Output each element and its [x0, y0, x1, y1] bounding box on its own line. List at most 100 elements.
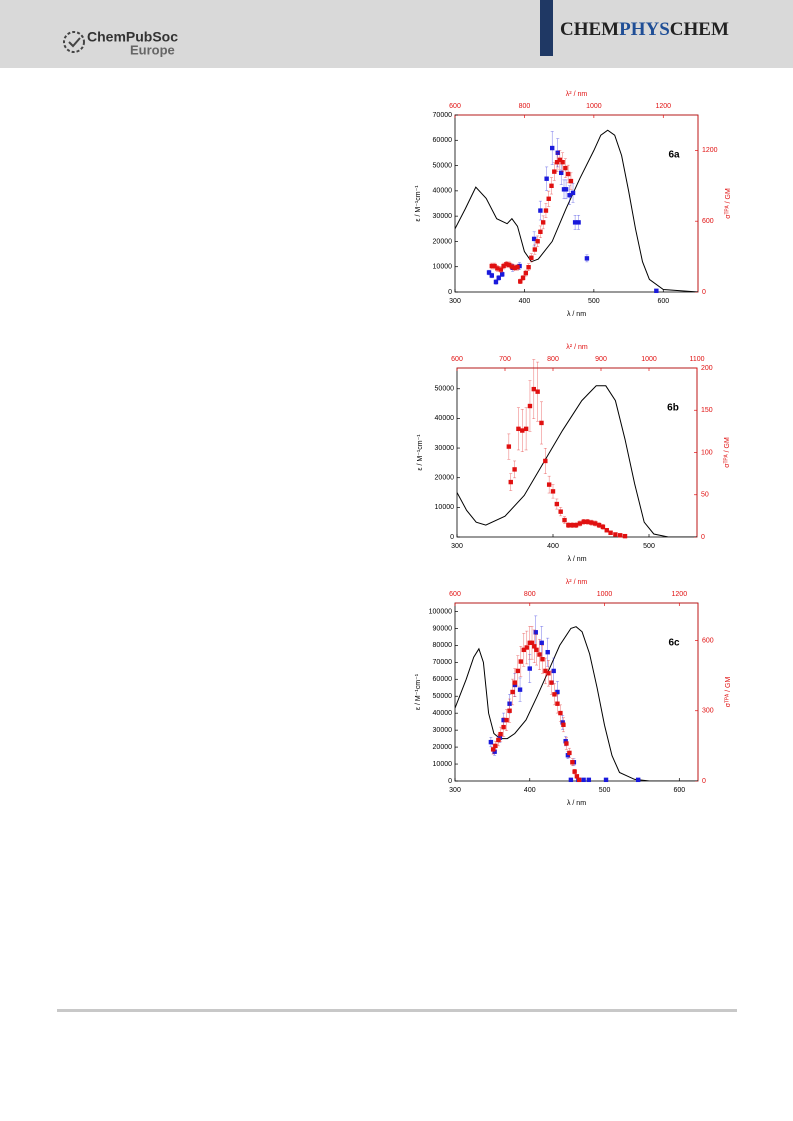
x2-tick-label: 1200 — [655, 103, 671, 110]
y-tick-label: 20000 — [433, 744, 453, 751]
y2-tick-label: 100 — [701, 449, 713, 456]
x-tick-label: 500 — [643, 543, 655, 550]
data-point — [521, 647, 526, 653]
y-tick-label: 50000 — [433, 693, 453, 700]
data-point — [540, 657, 545, 662]
data-point — [498, 267, 504, 272]
data-point — [565, 753, 571, 758]
y-tick-label: 30000 — [435, 445, 455, 452]
x2-tick-label: 800 — [524, 591, 536, 598]
y2-tick-label: 0 — [702, 289, 706, 296]
data-point — [512, 265, 517, 271]
data-point — [552, 169, 557, 174]
data-point — [563, 165, 568, 171]
data-point — [500, 272, 505, 277]
data-point — [515, 265, 520, 270]
data-point — [497, 735, 503, 740]
y-axis-label: ε / M⁻¹cm⁻¹ — [415, 185, 422, 222]
data-point — [518, 659, 523, 664]
x-tick-label: 400 — [519, 298, 531, 305]
data-point — [573, 522, 579, 528]
data-point — [554, 160, 560, 165]
journal-part: CHEM — [670, 19, 729, 40]
chart: 300 400 500 600 600 800 1000 1200 0 10000 20000 300… — [415, 579, 732, 807]
x-tick-label: 500 — [588, 298, 600, 305]
data-point — [552, 692, 557, 697]
x2-tick-label: 700 — [499, 356, 511, 363]
data-point — [495, 266, 500, 271]
x-axis-label: λ / nm — [567, 556, 586, 563]
data-point — [489, 273, 494, 278]
x2-axis-label: λ² / nm — [566, 91, 588, 98]
x2-tick-label: 1000 — [641, 356, 657, 363]
absorption-line — [457, 385, 697, 537]
data-point — [567, 193, 572, 198]
data-point — [572, 220, 578, 225]
data-point — [563, 187, 569, 192]
y-tick-label: 40000 — [433, 188, 453, 195]
data-point — [603, 777, 609, 783]
x2-tick-label: 600 — [449, 103, 461, 110]
data-point — [510, 689, 515, 695]
data-point — [535, 389, 540, 394]
data-point — [516, 426, 521, 432]
x2-tick-label: 1100 — [689, 356, 704, 363]
data-point — [538, 229, 543, 235]
data-point — [618, 533, 623, 538]
data-point — [496, 275, 501, 281]
x-tick-label: 300 — [449, 298, 461, 305]
x-tick-label: 600 — [673, 787, 685, 794]
data-point — [559, 170, 564, 176]
data-point — [564, 741, 569, 746]
data-point — [596, 522, 602, 528]
data-point — [538, 208, 543, 213]
data-point — [565, 171, 571, 177]
data-point — [543, 458, 548, 464]
absorption-line — [455, 626, 698, 781]
data-point — [492, 749, 497, 754]
data-point — [524, 645, 529, 650]
data-point — [527, 403, 533, 409]
data-point — [490, 747, 496, 752]
data-point — [585, 519, 590, 524]
data-point — [506, 262, 512, 268]
y-tick-label: 20000 — [433, 238, 453, 245]
y-tick-label: 20000 — [435, 475, 455, 482]
y-tick-label: 50000 — [433, 162, 453, 169]
panel-label: 6a — [668, 150, 680, 161]
data-point — [529, 255, 534, 260]
data-point — [654, 288, 659, 294]
x2-axis-label: λ² / nm — [566, 344, 588, 351]
data-point — [560, 160, 565, 165]
y-tick-label: 70000 — [433, 659, 453, 666]
data-point — [532, 247, 538, 252]
journal-part: CHEM — [560, 19, 619, 40]
data-point — [501, 263, 506, 269]
journal-part: PHYS — [619, 19, 670, 40]
footer-rule — [57, 1009, 737, 1012]
x2-axis-label: λ² / nm — [566, 579, 588, 586]
y2-tick-label: 0 — [701, 534, 705, 541]
y-tick-label: 100000 — [429, 608, 452, 615]
data-point — [523, 426, 529, 432]
header-band — [0, 0, 793, 68]
data-point — [539, 640, 544, 646]
data-point — [531, 236, 537, 242]
data-point — [635, 777, 641, 783]
data-point — [506, 444, 512, 449]
plot-frame — [456, 367, 698, 538]
data-point — [527, 666, 532, 671]
data-point — [486, 270, 492, 275]
data-point — [568, 777, 574, 783]
journal-name: CHEMPHYSCHEM — [560, 19, 729, 40]
data-point — [546, 482, 552, 487]
x-tick-label: 300 — [449, 787, 461, 794]
data-point — [561, 722, 566, 727]
data-point — [570, 190, 576, 196]
data-point — [572, 769, 577, 774]
x-tick-label: 400 — [547, 543, 559, 550]
x-tick-label: 400 — [524, 787, 536, 794]
y-tick-label: 90000 — [433, 625, 453, 632]
